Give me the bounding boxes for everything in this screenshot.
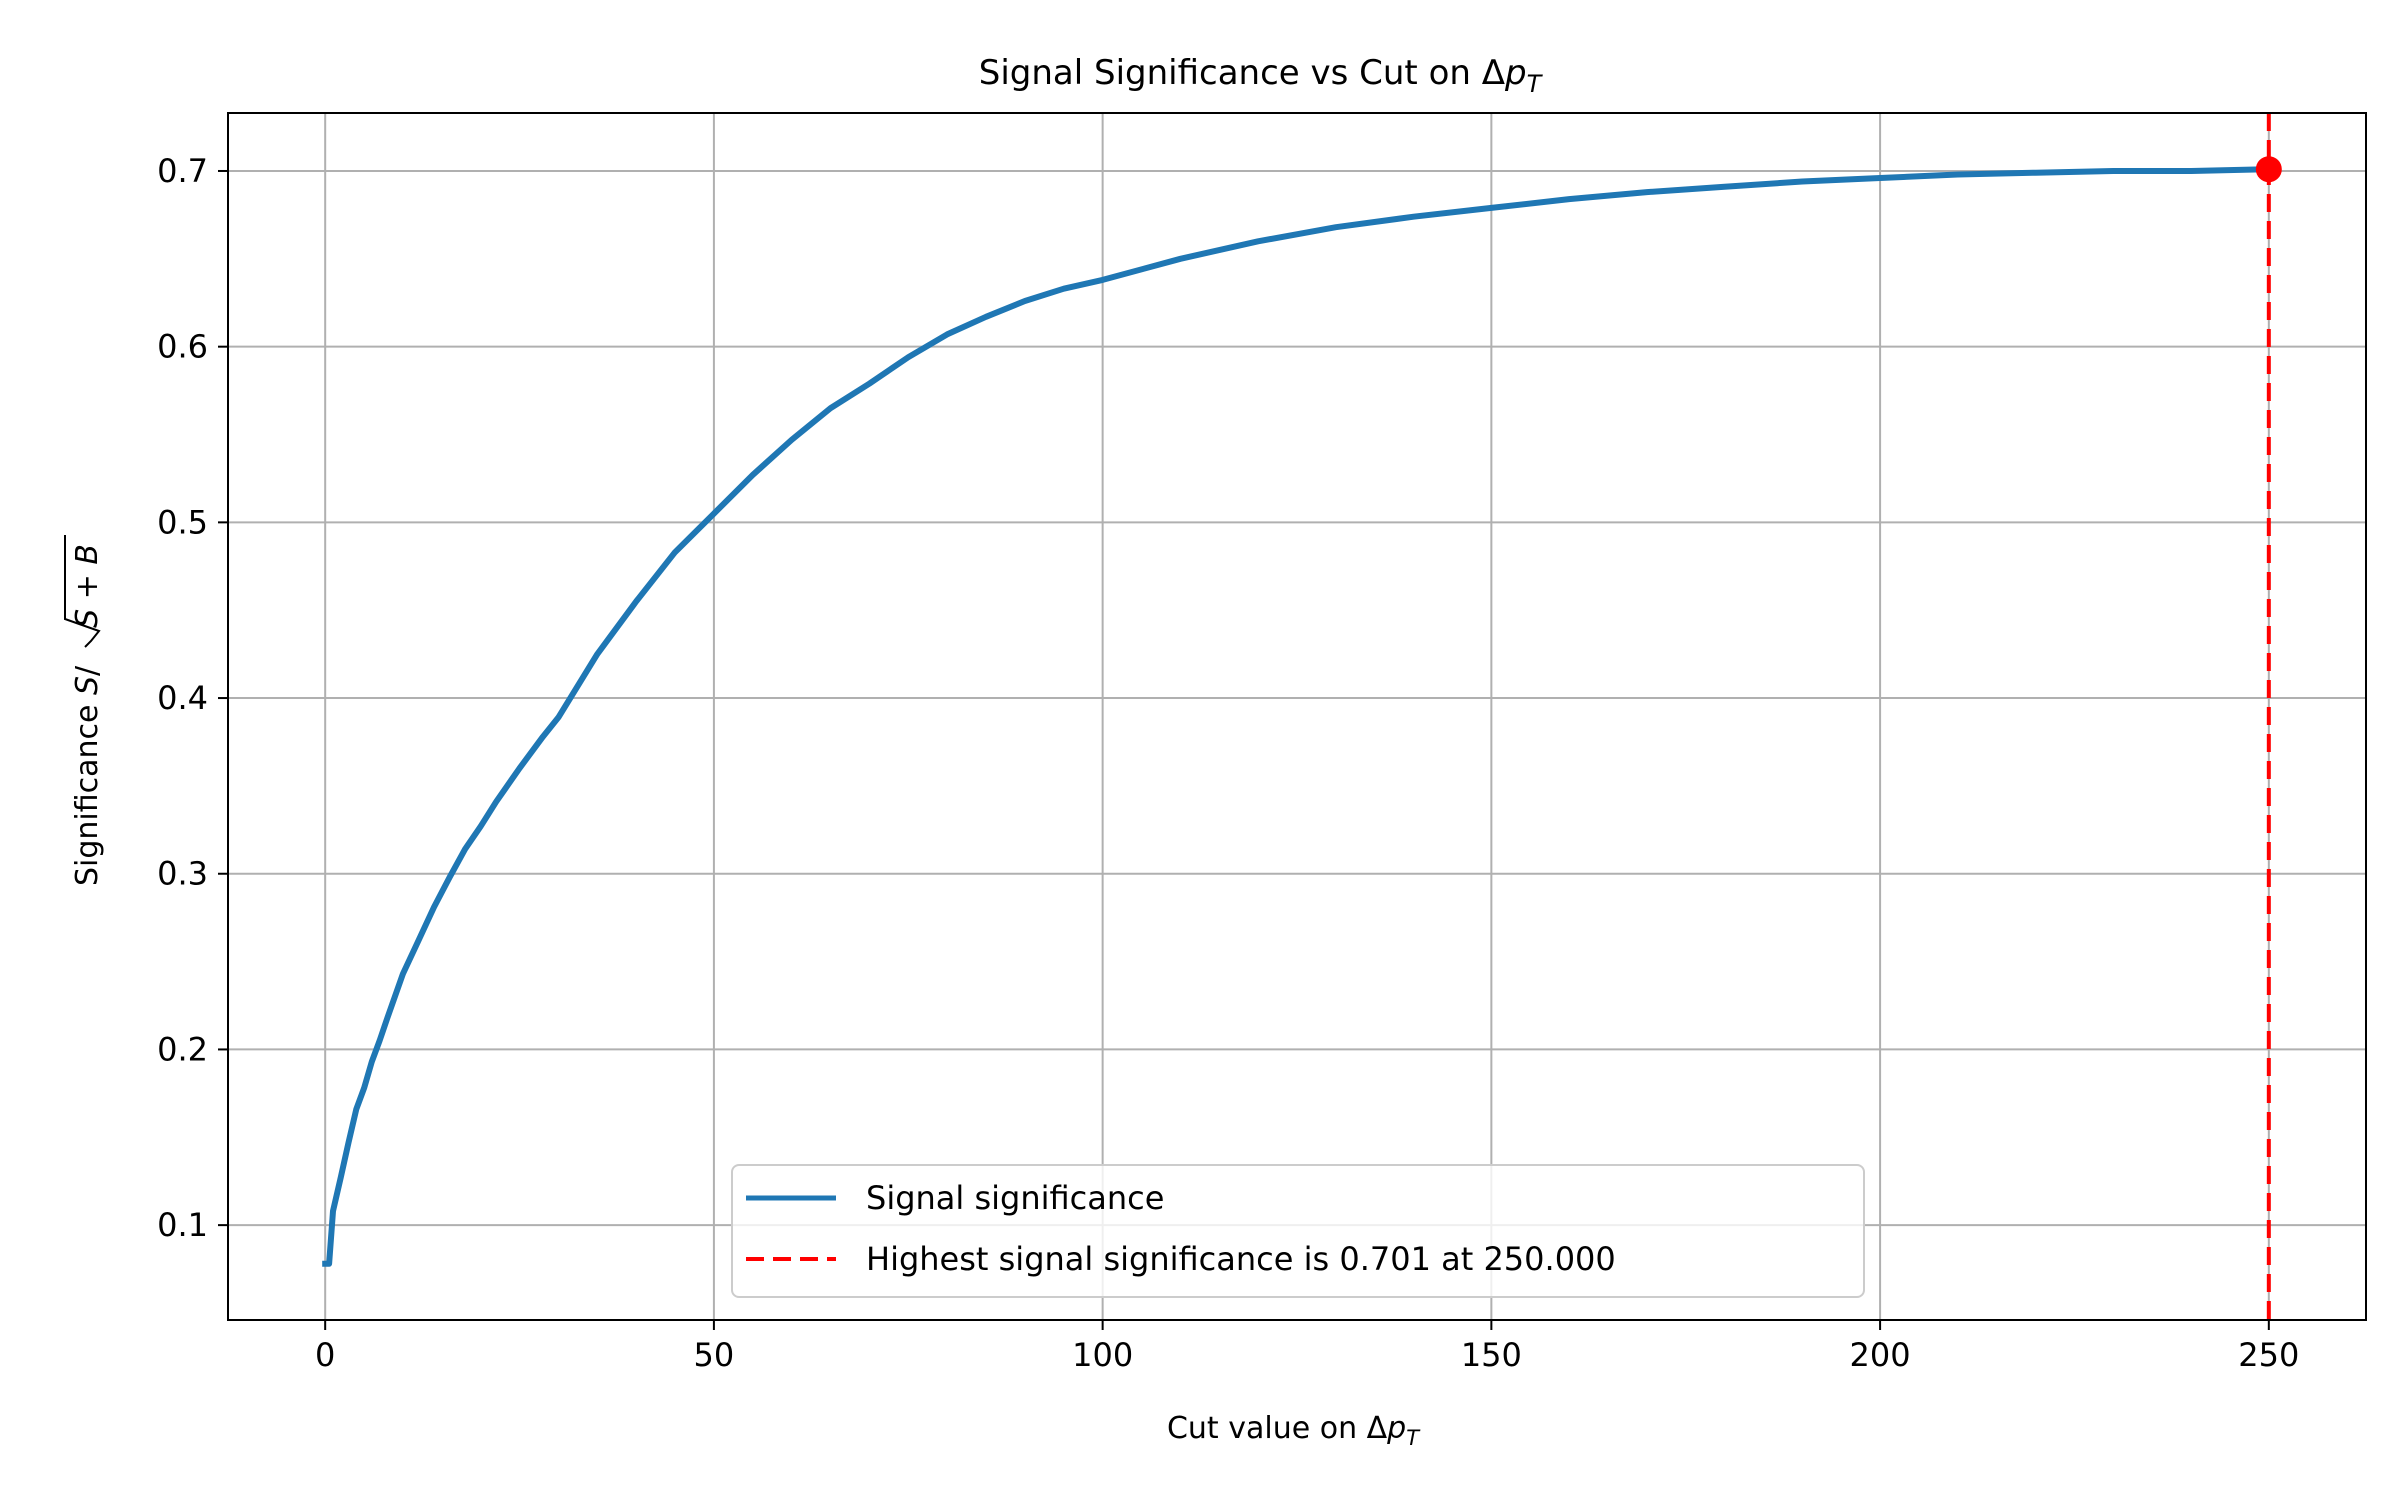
- y-tick-label-2: 0.3: [157, 855, 208, 893]
- max-point: [2255, 156, 2282, 183]
- x-tick-label-1: 50: [694, 1336, 735, 1374]
- svg-text:Significance S/S + B: Significance S/S + B: [70, 544, 105, 886]
- chart-title: Signal Significance vs Cut on ΔpT: [979, 53, 1544, 98]
- plot-area: [322, 113, 2282, 1320]
- x-axis-label: Cut value on ΔpT: [1167, 1411, 1421, 1450]
- legend-label-significance: Signal significance: [866, 1179, 1164, 1217]
- legend-label-max: Highest signal significance is 0.701 at …: [866, 1240, 1616, 1278]
- y-tick-label-0: 0.1: [157, 1206, 208, 1244]
- axes: 0 50 100 150 200 250 0.1 0.2 0.3 0.4 0.5 0.6 0.7: [157, 112, 2367, 1374]
- y-tick-label-1: 0.2: [157, 1030, 208, 1068]
- legend: Signal significance Highest signal signi…: [731, 1164, 1865, 1298]
- x-tick-label-3: 150: [1461, 1336, 1522, 1374]
- x-tick-label-0: 0: [315, 1336, 335, 1374]
- x-tick-label-2: 100: [1072, 1336, 1133, 1374]
- labels: Signal Significance vs Cut on ΔpT Cut va…: [64, 53, 1544, 1450]
- y-axis-label: Significance S/S + B: [64, 535, 105, 886]
- series-line-0: [322, 166, 2272, 1267]
- sqrt-sign: [64, 535, 101, 648]
- legend-frame: [731, 1164, 1865, 1298]
- y-tick-label-4: 0.5: [157, 503, 208, 541]
- x-tick-label-4: 200: [1850, 1336, 1911, 1374]
- grid-lines: [228, 113, 2366, 1320]
- y-tick-label-6: 0.7: [157, 152, 208, 190]
- y-tick-label-3: 0.4: [157, 679, 208, 717]
- axes-frame: [227, 112, 2367, 1321]
- x-tick-label-5: 250: [2238, 1336, 2299, 1374]
- y-tick-label-5: 0.6: [157, 328, 208, 366]
